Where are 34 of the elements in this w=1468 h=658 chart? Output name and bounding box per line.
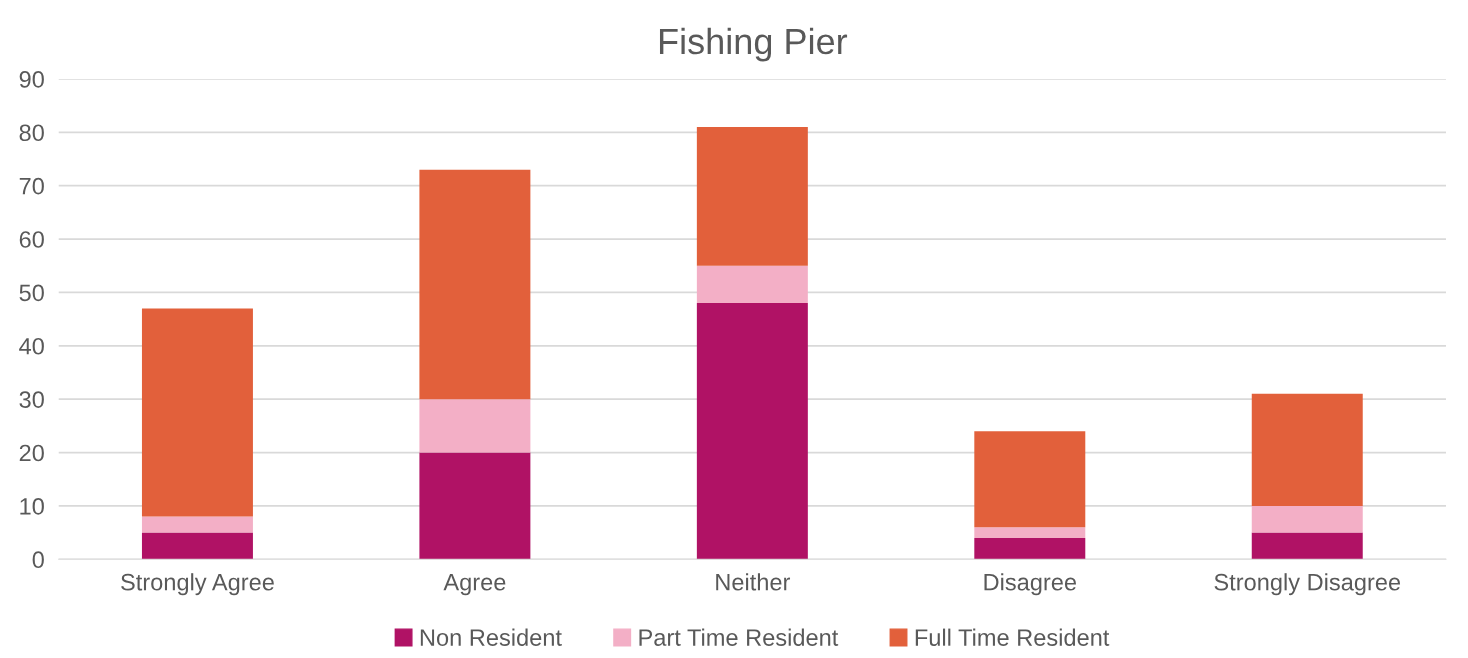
- y-tick-label: 0: [32, 551, 44, 569]
- bar: [141, 308, 253, 517]
- bar: [141, 532, 253, 560]
- bar: [419, 169, 531, 400]
- bar: [1251, 505, 1363, 533]
- y-tick-label: 30: [19, 391, 44, 408]
- y-tick-label: 40: [19, 337, 44, 355]
- y-tick-label: 90: [19, 71, 44, 88]
- bar: [974, 537, 1086, 560]
- bar: [974, 431, 1086, 528]
- bar: [1251, 393, 1363, 506]
- legend-label: Full Time Resident: [915, 628, 1110, 646]
- x-tick-label: Strongly Disagree: [1214, 573, 1401, 596]
- y-tick-label: 60: [19, 231, 44, 248]
- legend-label: Part Time Resident: [639, 628, 839, 646]
- bar: [419, 452, 531, 560]
- x-tick-label: Disagree: [984, 573, 1076, 596]
- legend-label: Non Resident: [420, 628, 562, 646]
- x-tick-label: Agree: [443, 574, 506, 596]
- bar: [696, 265, 808, 304]
- chart-title: Fishing Pier: [659, 27, 848, 62]
- x-tick-label: Neither: [716, 573, 791, 591]
- y-tick-label: 20: [19, 444, 44, 462]
- bar: [696, 303, 808, 560]
- y-tick-label: 10: [20, 498, 44, 515]
- y-tick-label: 50: [19, 284, 44, 302]
- y-tick-label: 80: [19, 124, 44, 142]
- bar: [974, 527, 1086, 538]
- y-tick-label: 70: [19, 177, 44, 195]
- bar: [419, 399, 531, 453]
- bar: [696, 126, 808, 266]
- bar: [141, 516, 253, 533]
- bar: [1251, 532, 1363, 560]
- x-tick-label: Strongly Agree: [121, 573, 274, 596]
